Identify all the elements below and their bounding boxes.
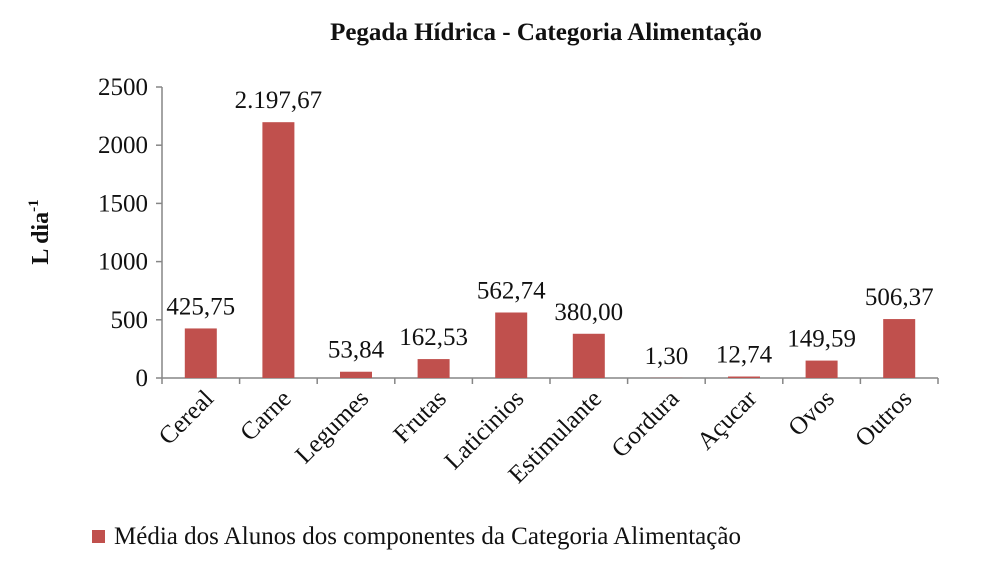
data-label: 506,37 — [865, 284, 934, 311]
data-label: 2.197,67 — [235, 87, 323, 114]
bar — [805, 360, 838, 378]
bar — [495, 312, 528, 378]
x-tick-label: Açucar — [692, 385, 763, 456]
x-tick-label: Carne — [235, 385, 296, 446]
data-label: 149,59 — [787, 326, 856, 353]
y-tick-label: 500 — [111, 307, 149, 334]
y-tick-label: 0 — [136, 365, 149, 392]
x-tick-label: Legumes — [290, 385, 374, 469]
bar — [184, 328, 217, 378]
data-label: 1,30 — [645, 343, 689, 370]
bar — [572, 333, 605, 378]
y-axis-title: L dia-1 — [26, 199, 54, 264]
x-tick-label: Ovos — [783, 385, 839, 441]
bar — [340, 371, 372, 378]
data-label: 425,75 — [166, 293, 235, 320]
y-tick-label: 1000 — [98, 249, 148, 276]
y-tick-label: 2500 — [98, 74, 148, 101]
x-tick-label: Outros — [850, 385, 917, 452]
data-label: 12,74 — [716, 342, 773, 369]
legend: Média dos Alunos dos componentes da Cate… — [92, 523, 741, 550]
data-label: 162,53 — [399, 324, 468, 351]
bar — [417, 359, 450, 378]
svg-text:L dia-1: L dia-1 — [26, 199, 54, 264]
data-label: 53,84 — [328, 337, 385, 364]
bar — [262, 122, 295, 378]
x-tick-label: Cereal — [154, 385, 219, 450]
y-axis-title-superscript: -1 — [26, 199, 42, 212]
bar — [883, 319, 916, 378]
bar — [728, 376, 760, 378]
x-tick-label: Gordura — [607, 385, 685, 463]
data-label: 380,00 — [554, 299, 623, 326]
y-tick-label: 1500 — [98, 190, 148, 217]
legend-label: Média dos Alunos dos componentes da Cate… — [114, 523, 741, 550]
y-tick-label: 2000 — [98, 132, 148, 159]
y-axis-title-text: L dia — [28, 212, 54, 265]
plot-area: 0 500 1000 1500 2000 2500 425,75 Cereal 2.197,67… — [98, 74, 939, 489]
chart-title: Pegada Hídrica - Categoria Alimentação — [330, 19, 762, 46]
x-tick-label: Frutas — [389, 385, 452, 448]
legend-swatch — [92, 530, 105, 543]
data-label: 562,74 — [477, 277, 546, 304]
